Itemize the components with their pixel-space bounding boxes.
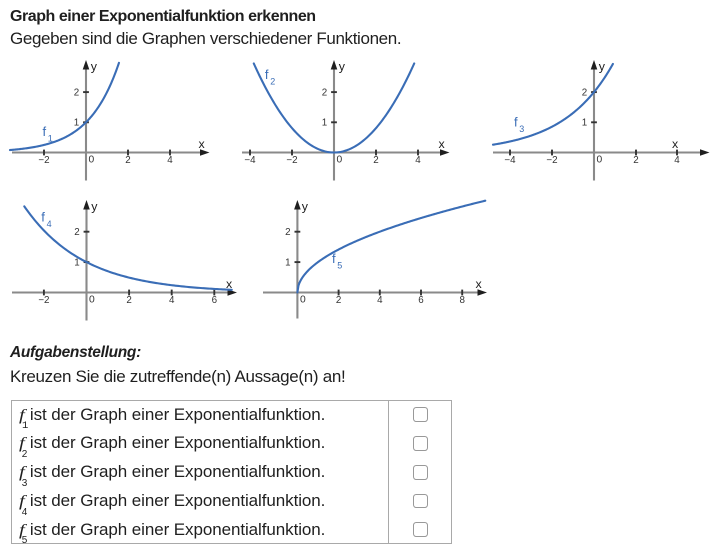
- svg-text:2: 2: [270, 76, 275, 86]
- svg-text:x: x: [226, 277, 233, 291]
- svg-text:4: 4: [377, 295, 383, 306]
- svg-text:2: 2: [336, 295, 341, 306]
- svg-text:0: 0: [89, 295, 95, 306]
- svg-text:2: 2: [285, 227, 290, 238]
- svg-text:1: 1: [48, 133, 53, 143]
- svg-text:2: 2: [125, 155, 130, 166]
- svg-text:−4: −4: [244, 155, 256, 166]
- svg-text:f: f: [43, 124, 47, 139]
- svg-text:−4: −4: [504, 155, 516, 166]
- svg-text:1: 1: [322, 118, 327, 129]
- svg-text:4: 4: [167, 155, 173, 166]
- svg-text:y: y: [302, 199, 309, 213]
- svg-text:6: 6: [212, 295, 218, 306]
- svg-text:6: 6: [418, 295, 424, 306]
- svg-text:x: x: [439, 137, 446, 151]
- svg-text:0: 0: [300, 295, 306, 306]
- svg-text:4: 4: [415, 155, 421, 166]
- svg-text:x: x: [199, 137, 206, 151]
- svg-text:8: 8: [459, 295, 465, 306]
- svg-text:3: 3: [519, 124, 524, 134]
- svg-text:4: 4: [169, 295, 175, 306]
- svg-text:1: 1: [285, 258, 290, 269]
- svg-text:y: y: [91, 59, 98, 73]
- svg-text:y: y: [599, 59, 606, 73]
- svg-text:−2: −2: [546, 155, 557, 166]
- svg-text:1: 1: [582, 118, 587, 129]
- svg-text:x: x: [476, 277, 483, 291]
- svg-text:1: 1: [74, 118, 79, 129]
- svg-text:f: f: [332, 251, 336, 266]
- svg-text:−2: −2: [38, 295, 49, 306]
- svg-text:2: 2: [74, 88, 79, 99]
- svg-text:y: y: [339, 59, 346, 73]
- svg-text:2: 2: [126, 295, 131, 306]
- svg-text:4: 4: [674, 155, 680, 166]
- svg-text:x: x: [672, 137, 679, 151]
- svg-text:2: 2: [322, 88, 327, 99]
- svg-text:f: f: [265, 67, 269, 82]
- svg-text:5: 5: [337, 260, 342, 270]
- svg-text:2: 2: [74, 227, 79, 238]
- svg-text:f: f: [514, 114, 518, 129]
- svg-text:0: 0: [89, 155, 95, 166]
- svg-text:0: 0: [597, 155, 603, 166]
- svg-text:y: y: [91, 199, 98, 213]
- svg-text:−2: −2: [38, 155, 49, 166]
- svg-text:f: f: [41, 210, 45, 225]
- svg-text:2: 2: [582, 88, 587, 99]
- svg-text:1: 1: [74, 258, 79, 269]
- svg-text:2: 2: [633, 155, 638, 166]
- svg-text:0: 0: [337, 155, 343, 166]
- svg-text:2: 2: [373, 155, 378, 166]
- svg-text:−2: −2: [286, 155, 297, 166]
- svg-text:4: 4: [47, 219, 52, 229]
